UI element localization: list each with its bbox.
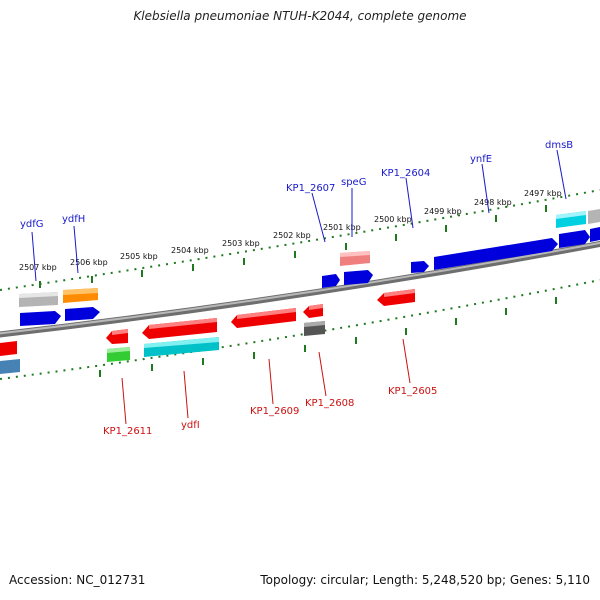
gene-feature[interactable] bbox=[322, 274, 340, 288]
kbp-label: 2507 kbp bbox=[19, 263, 57, 272]
kbp-label: 2506 kbp bbox=[70, 258, 108, 267]
forward-label-leaders bbox=[31, 149, 567, 282]
kbp-label: 2500 kbp bbox=[374, 215, 412, 224]
reverse-label-leaders bbox=[121, 338, 411, 425]
kbp-label: 2502 kbp bbox=[273, 231, 311, 240]
gene-feature[interactable] bbox=[344, 270, 373, 285]
gene-label[interactable]: ynfE bbox=[470, 154, 492, 165]
genome-title: Klebsiella pneumoniae NTUH-K2044, comple… bbox=[133, 9, 467, 23]
genome-summary-text: Topology: circular; Length: 5,248,520 bp… bbox=[260, 573, 590, 587]
gene-label[interactable]: dmsB bbox=[545, 140, 573, 151]
gene-feature[interactable] bbox=[20, 311, 61, 326]
gene-feature[interactable] bbox=[65, 307, 100, 321]
kbp-label: 2504 kbp bbox=[171, 246, 209, 255]
gene-label[interactable]: ydfI bbox=[181, 420, 200, 431]
gene-label[interactable]: ydfG bbox=[20, 219, 44, 230]
gene-feature[interactable] bbox=[434, 238, 558, 270]
lower-major-ticks bbox=[99, 297, 557, 377]
gene-label[interactable]: KP1_2609 bbox=[250, 406, 299, 417]
gene-label[interactable]: KP1_2607 bbox=[286, 183, 335, 194]
gene-feature[interactable] bbox=[411, 261, 429, 273]
kbp-label: 2505 kbp bbox=[120, 252, 158, 261]
kbp-label: 2499 kbp bbox=[424, 207, 462, 216]
kbp-label: 2497 kbp bbox=[524, 189, 562, 198]
gene-label[interactable]: ydfH bbox=[62, 214, 85, 225]
gene-feature[interactable] bbox=[588, 209, 600, 224]
gene-feature[interactable] bbox=[559, 230, 590, 248]
gene-label[interactable]: KP1_2604 bbox=[381, 168, 430, 179]
upper-major-ticks bbox=[39, 205, 547, 288]
reverse-genes bbox=[0, 289, 415, 374]
gene-label[interactable]: KP1_2605 bbox=[388, 386, 437, 397]
forward-genes bbox=[19, 209, 600, 326]
gene-feature[interactable] bbox=[0, 359, 20, 374]
gene-feature[interactable] bbox=[0, 341, 17, 356]
gene-label[interactable]: speG bbox=[341, 177, 366, 188]
kbp-label: 2498 kbp bbox=[474, 198, 512, 207]
kbp-label: 2501 kbp bbox=[323, 223, 361, 232]
gene-label[interactable]: KP1_2608 bbox=[305, 398, 354, 409]
gene-feature[interactable] bbox=[590, 227, 600, 242]
accession-text: Accession: NC_012731 bbox=[9, 573, 146, 587]
gene-label[interactable]: KP1_2611 bbox=[103, 426, 152, 437]
kbp-label: 2503 kbp bbox=[222, 239, 260, 248]
